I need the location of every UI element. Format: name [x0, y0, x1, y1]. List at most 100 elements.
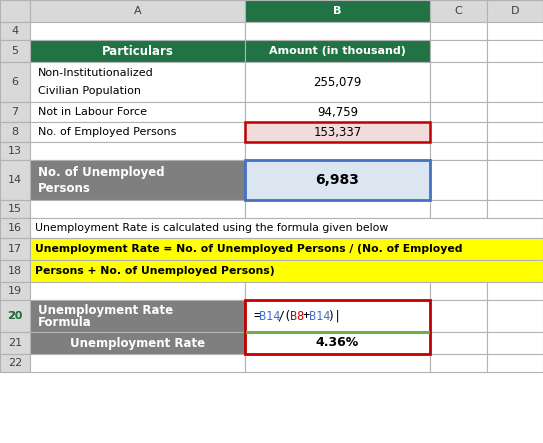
Bar: [245, 22, 430, 40]
Bar: [0, 354, 30, 372]
Bar: [30, 62, 245, 102]
Bar: [245, 282, 430, 300]
Bar: [0, 332, 30, 354]
Bar: [30, 122, 245, 142]
Text: Civilian Population: Civilian Population: [38, 86, 141, 96]
Bar: [30, 332, 245, 354]
Bar: [487, 332, 543, 354]
Bar: [487, 122, 543, 142]
Text: 21: 21: [8, 338, 22, 348]
Text: B8: B8: [290, 310, 305, 323]
Bar: [487, 102, 543, 122]
Bar: [0, 122, 30, 142]
Text: 6,983: 6,983: [315, 173, 359, 187]
Bar: [245, 300, 430, 354]
Bar: [430, 40, 487, 62]
Text: Unemployment Rate is calculated using the formula given below: Unemployment Rate is calculated using th…: [35, 223, 388, 233]
Bar: [487, 354, 543, 372]
Bar: [30, 40, 245, 62]
Text: 7: 7: [11, 107, 18, 117]
Bar: [430, 102, 487, 122]
Bar: [430, 0, 487, 22]
Bar: [0, 142, 30, 160]
Text: Unemployment Rate: Unemployment Rate: [38, 304, 173, 317]
Bar: [0, 260, 30, 282]
Text: Unemployment Rate = No. of Unemployed Persons / (No. of Employed: Unemployment Rate = No. of Unemployed Pe…: [35, 244, 463, 254]
Text: 4.36%: 4.36%: [316, 337, 359, 350]
Bar: [30, 238, 543, 260]
Text: )|: )|: [327, 310, 342, 323]
Text: C: C: [454, 6, 463, 16]
Bar: [487, 300, 543, 332]
Bar: [430, 332, 487, 354]
Bar: [487, 200, 543, 218]
Bar: [487, 282, 543, 300]
Bar: [487, 0, 543, 22]
Text: 14: 14: [8, 175, 22, 185]
Bar: [0, 238, 30, 260]
Bar: [0, 40, 30, 62]
Bar: [0, 22, 30, 40]
Bar: [0, 218, 30, 238]
Bar: [30, 160, 245, 200]
Bar: [30, 300, 245, 332]
Text: 20: 20: [8, 311, 22, 321]
Bar: [30, 218, 543, 238]
Text: No. of Unemployed: No. of Unemployed: [38, 166, 165, 179]
Bar: [245, 142, 430, 160]
Bar: [30, 354, 245, 372]
Text: B: B: [333, 6, 342, 16]
Text: 8: 8: [11, 127, 18, 137]
Bar: [30, 282, 245, 300]
Text: B14: B14: [259, 310, 281, 323]
Bar: [430, 62, 487, 102]
Text: 6: 6: [11, 77, 18, 87]
Text: Persons + No. of Unemployed Persons): Persons + No. of Unemployed Persons): [35, 266, 275, 276]
Bar: [30, 200, 245, 218]
Text: B14: B14: [309, 310, 330, 323]
Text: 4: 4: [11, 26, 18, 36]
Bar: [245, 40, 430, 62]
Bar: [430, 142, 487, 160]
Bar: [487, 142, 543, 160]
Text: 15: 15: [8, 204, 22, 214]
Text: 5: 5: [11, 46, 18, 56]
Text: Non-Institutionalized: Non-Institutionalized: [38, 68, 154, 78]
Bar: [245, 300, 430, 332]
Bar: [0, 62, 30, 102]
Bar: [487, 62, 543, 102]
Bar: [30, 102, 245, 122]
Bar: [487, 22, 543, 40]
Bar: [30, 22, 245, 40]
Bar: [30, 0, 245, 22]
Text: Amount (in thousand): Amount (in thousand): [269, 46, 406, 56]
Bar: [245, 102, 430, 122]
Bar: [245, 122, 430, 142]
Text: No. of Employed Persons: No. of Employed Persons: [38, 127, 176, 137]
Bar: [245, 0, 430, 22]
Bar: [0, 102, 30, 122]
Text: =: =: [253, 310, 260, 323]
Text: Not in Labour Force: Not in Labour Force: [38, 107, 147, 117]
Bar: [430, 354, 487, 372]
Text: Particulars: Particulars: [102, 44, 173, 58]
Text: D: D: [511, 6, 519, 16]
Bar: [0, 0, 30, 22]
Text: Persons: Persons: [38, 182, 91, 194]
Bar: [0, 200, 30, 218]
Bar: [487, 40, 543, 62]
Text: /(: /(: [278, 310, 292, 323]
Bar: [0, 160, 30, 200]
Text: 153,337: 153,337: [313, 125, 362, 139]
Text: 18: 18: [8, 266, 22, 276]
Text: 20: 20: [7, 311, 23, 321]
Bar: [0, 282, 30, 300]
Bar: [245, 122, 430, 142]
Text: 16: 16: [8, 223, 22, 233]
Bar: [0, 300, 30, 332]
Bar: [487, 160, 543, 200]
Bar: [245, 200, 430, 218]
Bar: [30, 260, 543, 282]
Bar: [430, 160, 487, 200]
Bar: [245, 354, 430, 372]
